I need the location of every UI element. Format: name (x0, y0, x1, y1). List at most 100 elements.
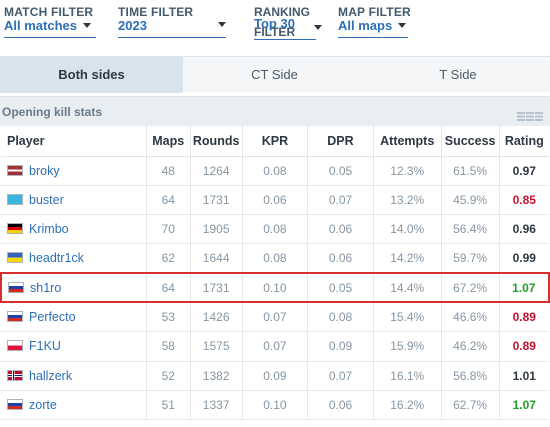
country-flag-icon (7, 193, 23, 205)
success-cell: 56.4% (440, 214, 500, 245)
dpr-cell: 0.05 (307, 156, 374, 186)
header-maps[interactable]: Maps (145, 126, 191, 157)
player-name-link[interactable]: broky (29, 163, 60, 178)
player-name-link[interactable]: Krimbo (29, 222, 69, 237)
success-cell: 45.9% (440, 185, 500, 216)
player-cell[interactable]: buster (1, 185, 147, 216)
table-row: zorte 51 1337 0.10 0.06 16.2% 62.7% 1.07 (1, 390, 549, 421)
player-cell[interactable]: Perfecto (1, 302, 147, 333)
player-cell[interactable]: F1KU (1, 331, 147, 362)
country-flag-icon (7, 223, 23, 235)
rounds-cell: 1382 (189, 361, 243, 391)
maps-cell: 58 (145, 331, 191, 362)
country-flag-icon (7, 252, 23, 264)
player-name-link[interactable]: buster (29, 192, 64, 207)
dpr-cell: 0.06 (307, 390, 374, 421)
section-header: Opening kill stats (0, 96, 550, 126)
player-cell[interactable]: Krimbo (1, 214, 147, 245)
player-name-link[interactable]: F1KU (29, 339, 61, 354)
ranking-filter[interactable]: RANKING Top 30 FILTER (254, 5, 322, 40)
player-cell[interactable]: hallzerk (1, 361, 147, 391)
success-cell: 61.5% (440, 156, 500, 186)
rating-cell: 1.07 (498, 390, 549, 421)
dpr-cell: 0.07 (307, 185, 374, 216)
kpr-cell: 0.08 (241, 214, 308, 245)
header-kpr[interactable]: KPR (241, 126, 308, 157)
attempts-cell: 12.3% (372, 156, 442, 186)
attempts-cell: 15.9% (372, 331, 442, 362)
dpr-cell: 0.05 (307, 272, 374, 304)
table-row: headtr1ck 62 1644 0.08 0.06 14.2% 59.7% 0.99 (1, 243, 549, 274)
player-cell[interactable]: sh1ro (0, 272, 147, 304)
kpr-cell: 0.08 (241, 243, 308, 274)
caret-down-icon (218, 22, 226, 27)
match-filter-underline (4, 37, 96, 38)
player-cell[interactable]: zorte (1, 390, 147, 421)
map-filter[interactable]: MAP FILTER All maps (338, 6, 411, 38)
dpr-cell: 0.08 (307, 302, 374, 333)
rounds-cell: 1426 (189, 302, 243, 333)
dpr-cell: 0.07 (307, 361, 374, 391)
success-cell: 67.2% (440, 272, 500, 304)
header-success[interactable]: Success (440, 126, 500, 157)
tab-t-side[interactable]: T Side (439, 67, 477, 82)
dpr-cell: 0.06 (307, 243, 374, 274)
table-row: buster 64 1731 0.06 0.07 13.2% 45.9% 0.85 (1, 185, 549, 216)
kpr-cell: 0.06 (241, 185, 308, 216)
player-name-link[interactable]: hallzerk (29, 368, 73, 383)
kpr-cell: 0.10 (241, 390, 308, 421)
rating-cell: 0.89 (498, 302, 549, 333)
time-filter-value: 2023 (118, 18, 147, 33)
rounds-cell: 1575 (189, 331, 243, 362)
rounds-cell: 1264 (189, 156, 243, 186)
time-filter-label: TIME FILTER (118, 5, 194, 19)
caret-down-icon (314, 25, 322, 30)
header-dpr[interactable]: DPR (307, 126, 374, 157)
country-flag-icon (7, 369, 23, 381)
bars-icon[interactable] (516, 108, 546, 121)
match-filter[interactable]: MATCH FILTER All matches (4, 6, 96, 38)
tab-ct-side[interactable]: CT Side (251, 67, 298, 82)
header-rounds[interactable]: Rounds (189, 126, 243, 157)
rating-cell: 0.96 (498, 214, 549, 245)
match-filter-dropdown[interactable]: All matches (4, 19, 96, 38)
map-filter-underline (338, 37, 408, 38)
ranking-filter-dropdown[interactable]: Top 30 FILTER (254, 16, 322, 40)
table-row: hallzerk 52 1382 0.09 0.07 16.1% 56.8% 1.01 (1, 361, 549, 391)
header-attempts[interactable]: Attempts (372, 126, 442, 157)
filter-bar: MATCH FILTER All matches TIME FILTER 202… (0, 0, 550, 48)
ranking-filter-value: Top 30 (254, 16, 295, 31)
section-title: Opening kill stats (2, 105, 103, 119)
map-filter-dropdown[interactable]: All maps (338, 19, 411, 38)
ranking-filter-underline (254, 39, 316, 40)
kpr-cell: 0.07 (241, 302, 308, 333)
header-rating[interactable]: Rating (498, 126, 549, 157)
ranking-filter-label-2: FILTER (254, 25, 296, 39)
table-header-row: Player Maps Rounds KPR DPR Attempts Succ… (1, 126, 549, 157)
maps-cell: 64 (145, 272, 191, 304)
tab-both-sides[interactable]: Both sides (0, 57, 183, 93)
ranking-filter-label: RANKING (254, 5, 310, 19)
player-name-link[interactable]: Perfecto (29, 310, 76, 325)
success-cell: 46.2% (440, 331, 500, 362)
rating-cell: 0.99 (498, 243, 549, 274)
attempts-cell: 16.2% (372, 390, 442, 421)
attempts-cell: 13.2% (372, 185, 442, 216)
time-filter-dropdown[interactable]: 2023 (118, 18, 226, 38)
time-filter[interactable]: TIME FILTER 2023 (118, 5, 226, 38)
country-flag-icon (7, 399, 23, 411)
time-filter-underline (118, 37, 226, 38)
rounds-cell: 1337 (189, 390, 243, 421)
player-name-link[interactable]: zorte (29, 398, 57, 413)
table-row: Perfecto 53 1426 0.07 0.08 15.4% 46.6% 0.89 (1, 302, 549, 333)
player-cell[interactable]: headtr1ck (1, 243, 147, 274)
side-tabs: Both sides CT Side T Side (0, 56, 550, 93)
player-name-link[interactable]: sh1ro (30, 280, 62, 295)
header-player[interactable]: Player (1, 126, 147, 157)
rounds-cell: 1905 (189, 214, 243, 245)
attempts-cell: 14.0% (372, 214, 442, 245)
player-cell[interactable]: broky (1, 156, 147, 186)
player-name-link[interactable]: headtr1ck (29, 251, 84, 266)
rounds-cell: 1731 (189, 185, 243, 216)
kpr-cell: 0.10 (241, 272, 308, 304)
